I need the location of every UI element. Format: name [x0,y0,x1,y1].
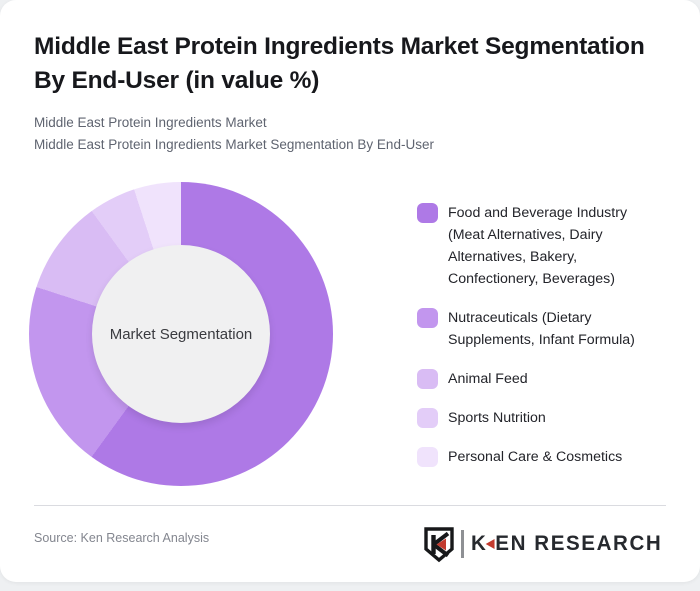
legend-item-food-beverage: Food and Beverage Industry (Meat Alterna… [417,202,665,290]
logo-separator [460,530,464,558]
legend-item-personal-care: Personal Care & Cosmetics [417,446,665,468]
legend-swatch-icon [417,408,438,428]
legend-swatch-icon [417,447,438,467]
legend-item-sports-nutrition: Sports Nutrition [417,407,665,429]
legend-swatch-icon [417,203,438,223]
legend-label: Food and Beverage Industry (Meat Alterna… [448,205,628,287]
ken-research-shield-icon [424,526,454,562]
legend-label: Sports Nutrition [448,410,546,426]
legend-label: Nutraceuticals (Dietary Supplements, Inf… [448,310,635,348]
logo-red-wedge-icon [485,538,495,549]
title-line-1: Middle East Protein Ingredients Market S… [34,33,645,60]
legend-label: Animal Feed [448,371,528,387]
legend-swatch-icon [417,369,438,389]
subtitle-line-2: Middle East Protein Ingredients Market S… [34,136,434,152]
ken-research-logo: K EN RESEARCH [422,524,666,564]
subtitle-line-1: Middle East Protein Ingredients Market [34,115,267,130]
legend-label: Personal Care & Cosmetics [448,449,623,465]
donut-chart: Market Segmentation [29,182,333,486]
legend-item-nutraceuticals: Nutraceuticals (Dietary Supplements, Inf… [417,307,665,351]
page-title: Middle East Protein Ingredients Market S… [34,30,678,98]
chart-subtitle: Middle East Protein Ingredients Market M… [34,112,434,155]
legend-item-animal-feed: Animal Feed [417,368,665,390]
chart-legend: Food and Beverage Industry (Meat Alterna… [417,202,665,468]
logo-wordmark: K EN RESEARCH [470,532,663,555]
source-note: Source: Ken Research Analysis [34,531,210,545]
legend-swatch-icon [417,308,438,328]
donut-center-label: Market Segmentation [109,325,253,343]
donut-center: Market Segmentation [92,245,270,423]
title-line-2: By End-User (in value %) [34,67,320,94]
footer-divider [34,505,666,506]
